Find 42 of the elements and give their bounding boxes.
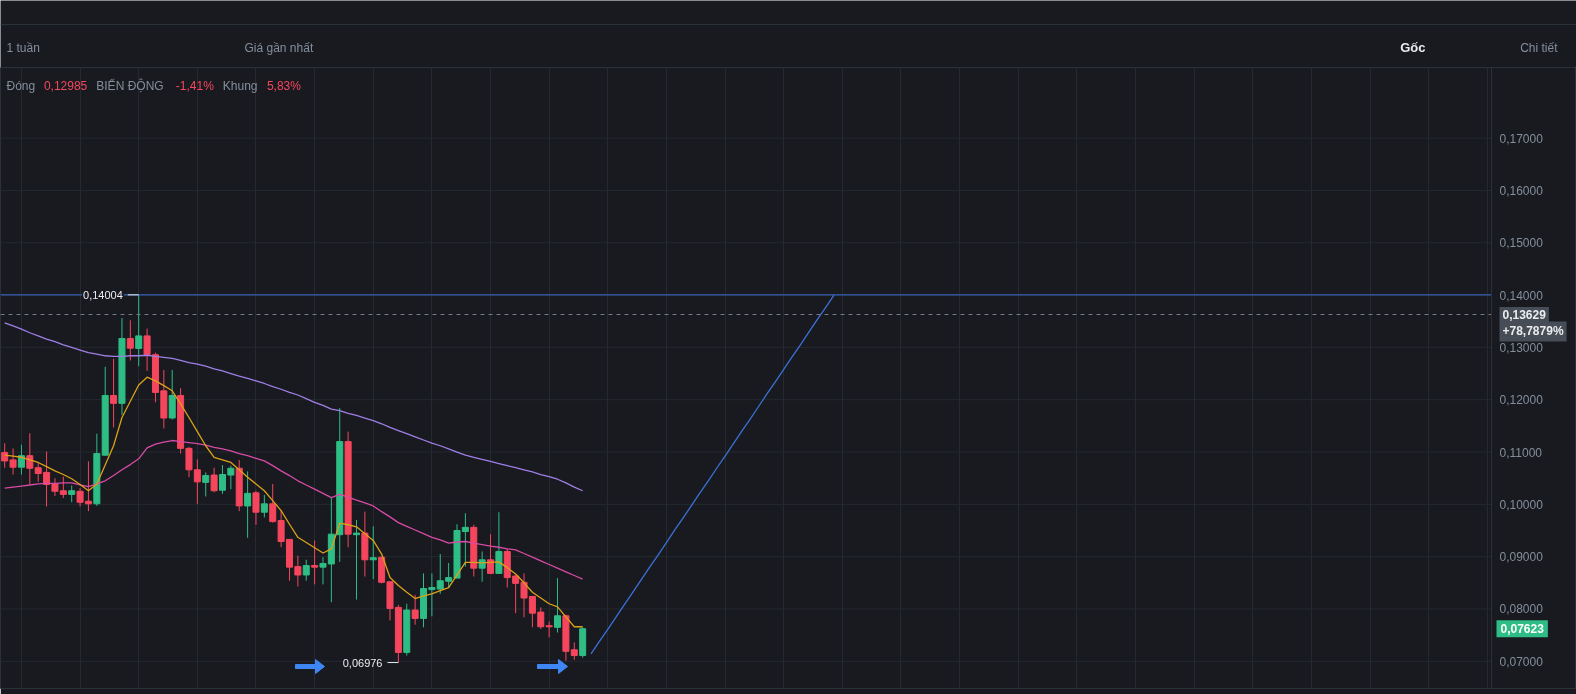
y-tick-label: 0,13000 [1499,340,1544,355]
ref-line-label: 0,13629 [1502,307,1547,322]
y-tick-label: 0,17000 [1499,131,1544,146]
candlestick [202,471,210,497]
candlestick [487,533,495,575]
candlestick [110,358,118,428]
candlestick [554,577,562,634]
candlestick [26,432,34,485]
line-series [4,322,584,492]
candlestick [411,594,419,626]
y-tick-label: 0,16000 [1499,183,1544,198]
text: Giá gần nhất [244,40,314,55]
candlestick [244,470,252,539]
text: +78,7879% [1502,324,1564,339]
text: Gốc [1400,40,1426,55]
candlestick [135,294,143,367]
candlestick [369,525,377,580]
candlestick [168,369,176,421]
candlestick [17,444,25,476]
candlestick [252,490,260,526]
y-tick-label: 0,09000 [1499,550,1544,565]
candlestick [260,494,268,518]
y-tick-label: 0,07000 [1499,654,1544,669]
text: Đóng 0,12985 BIẾN ĐỘNG -1,41% Khung 5,83% [6,77,302,93]
annotation: 0,06976 [342,656,383,669]
y-tick-label: 0,10000 [1499,497,1544,512]
candlestick [311,539,319,585]
line-series [4,439,584,580]
y-tick-label: 0,12000 [1499,393,1544,408]
text: Chi tiết [1520,40,1559,55]
text: 0,07623 [1500,622,1545,637]
y-tick-label: 0,11000 [1499,445,1543,460]
text: 1 tuần [6,40,40,55]
candlestick [352,519,361,601]
candlestick [210,467,218,493]
candlestick [495,511,503,575]
candlestick [126,319,134,361]
y-tick-label: 0,08000 [1499,602,1544,617]
y-tick-label: 0,14000 [1499,288,1544,303]
annotation: 0,14004 [83,288,123,301]
y-tick-label: 0,15000 [1499,236,1544,251]
candlestick [302,559,310,582]
